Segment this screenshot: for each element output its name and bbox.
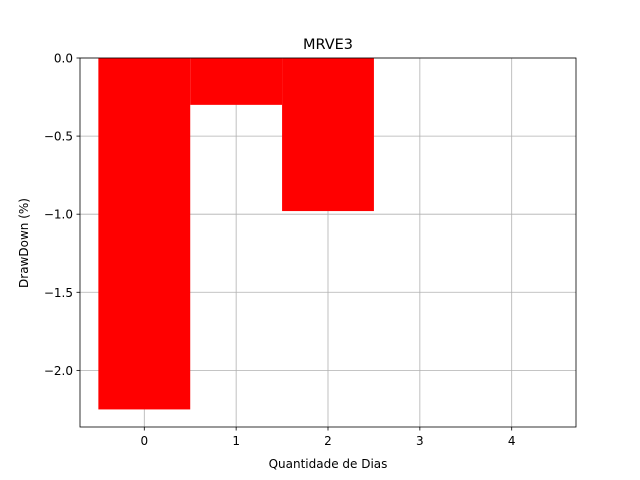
bar-2 <box>282 58 374 212</box>
bars <box>98 58 374 410</box>
x-axis-label: Quantidade de Dias <box>269 457 388 471</box>
y-tick-label-4: −2.0 <box>44 364 73 378</box>
bar-1 <box>190 58 283 105</box>
ticks: 0 1 2 3 4 0.0 −0.5 −1.0 −1.5 −2.0 <box>44 52 516 449</box>
x-tick-label-1: 1 <box>232 434 240 448</box>
bar-0 <box>98 58 191 410</box>
y-tick-label-1: −0.5 <box>44 130 73 144</box>
y-tick-label-3: −1.5 <box>44 286 73 300</box>
x-tick-label-4: 4 <box>508 434 516 448</box>
y-axis-label: DrawDown (%) <box>17 198 31 288</box>
y-tick-label-2: −1.0 <box>44 208 73 222</box>
x-tick-label-2: 2 <box>324 434 332 448</box>
x-tick-label-0: 0 <box>140 434 148 448</box>
x-tick-label-3: 3 <box>416 434 424 448</box>
chart-title: MRVE3 <box>303 37 353 53</box>
y-tick-label-0: 0.0 <box>54 52 73 66</box>
